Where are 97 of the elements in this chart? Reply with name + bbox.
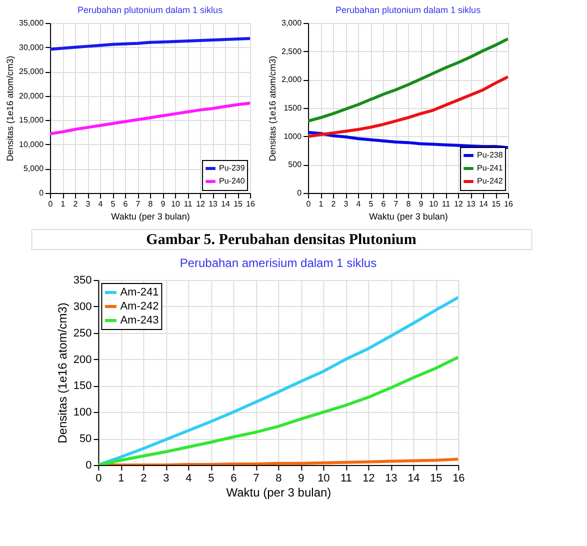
y-tick-label: 35,000 (19, 18, 44, 28)
x-tick-label: 7 (136, 200, 141, 208)
y-tick-label: 15,000 (19, 116, 44, 125)
x-tick-label: 4 (186, 472, 192, 484)
x-tick-label: 14 (408, 472, 420, 484)
line-series (50, 37, 250, 51)
y-tick-label: 200 (73, 354, 92, 366)
x-tick-label: 0 (306, 200, 312, 208)
y-tick-label: 30,000 (19, 42, 44, 52)
chart-title: Perubahan plutonium dalam 1 siklus (335, 5, 482, 15)
x-tick-label: 15 (430, 472, 442, 484)
y-tick-label: 250 (73, 327, 92, 340)
x-tick-label: 2 (73, 200, 78, 208)
x-tick-label: 2 (140, 472, 147, 484)
x-tick-label: 5 (110, 200, 116, 208)
x-tick-label: 0 (96, 472, 102, 484)
x-tick-label: 7 (253, 472, 260, 484)
x-tick-label: 13 (208, 200, 218, 208)
x-tick-label: 2 (331, 200, 336, 208)
x-tick-label: 1 (60, 200, 66, 208)
y-tick-label: 350 (73, 274, 92, 286)
legend-label: Pu-238 (477, 150, 504, 160)
legend-label: Pu-240 (219, 176, 246, 186)
x-tick-label: 12 (196, 200, 206, 208)
y-tick-label: 0 (86, 460, 92, 472)
x-tick-label: 6 (230, 472, 237, 484)
x-tick-label: 10 (171, 200, 181, 208)
x-tick-label: 3 (344, 200, 349, 208)
y-tick-label: 0 (39, 188, 44, 198)
x-tick-label: 4 (98, 200, 104, 208)
x-tick-label: 10 (429, 200, 439, 208)
x-tick-label: 12 (454, 200, 464, 208)
y-tick-label: 2,500 (281, 46, 302, 56)
legend-label: Am-241 (120, 286, 159, 298)
x-tick-label: 11 (442, 200, 451, 208)
x-tick-label: 3 (86, 200, 91, 208)
y-tick-label: 1500 (284, 104, 302, 112)
y-tick-label: 25,000 (19, 67, 44, 76)
y-axis-title: Densitas (1e16 atom/cm3) (268, 56, 278, 162)
x-axis-title: Waktu (per 3 bulan) (226, 486, 332, 500)
chart-title: Perubahan amerisium dalam 1 siklus (180, 256, 377, 270)
y-axis-title: Densitas (1e16 atom/cm3) (5, 56, 16, 162)
x-tick-label: 10 (318, 472, 330, 484)
line-series (50, 102, 250, 136)
x-tick-label: 9 (418, 200, 424, 208)
x-axis-title: Waktu (per 3 bulan) (369, 212, 448, 222)
y-tick-label: 2,000 (281, 75, 302, 84)
x-tick-label: 1 (318, 200, 324, 208)
y-tick-label: 500 (288, 160, 302, 170)
x-tick-label: 8 (406, 200, 412, 208)
x-tick-label: 8 (276, 472, 282, 484)
y-tick-label: 1000 (284, 132, 302, 141)
x-tick-label: 5 (208, 472, 214, 484)
legend-label: Am-242 (120, 300, 159, 312)
x-tick-label: 15 (234, 200, 244, 208)
y-tick-label: 5,000 (23, 164, 44, 174)
x-tick-label: 3 (163, 472, 170, 484)
legend-label: Pu-242 (477, 176, 504, 186)
x-tick-label: 14 (479, 200, 489, 208)
y-tick-label: 3,000 (281, 18, 302, 28)
legend-label: Pu-241 (477, 164, 504, 172)
x-tick-label: 1 (118, 472, 124, 484)
x-tick-label: 16 (246, 200, 256, 208)
legend-label: Pu-239 (219, 164, 246, 172)
x-tick-label: 11 (184, 200, 193, 208)
x-tick-label: 15 (492, 200, 502, 208)
y-tick-label: 50 (79, 433, 92, 446)
x-tick-label: 8 (148, 200, 154, 208)
x-tick-label: 9 (160, 200, 166, 208)
x-tick-label: 16 (504, 200, 514, 208)
x-tick-label: 5 (368, 200, 374, 208)
x-axis-title: Waktu (per 3 bulan) (111, 212, 190, 222)
y-tick-label: 300 (73, 300, 92, 313)
y-tick-label: 0 (297, 188, 302, 198)
legend-label: Am-243 (120, 314, 159, 326)
x-tick-label: 4 (356, 200, 362, 208)
line-series (308, 75, 508, 138)
x-tick-label: 6 (381, 200, 386, 208)
x-tick-label: 13 (466, 200, 476, 208)
x-tick-label: 13 (385, 472, 398, 484)
text: Gambar 5. Perubahan densitas Plutonium (146, 232, 417, 248)
x-tick-label: 11 (340, 472, 352, 484)
chart-title: Perubahan plutonium dalam 1 siklus (77, 5, 224, 15)
line-series (308, 37, 508, 123)
x-tick-label: 0 (48, 200, 54, 208)
y-axis-title: Densitas (1e16 atom/cm3) (55, 302, 70, 444)
y-tick-label: 10,000 (19, 140, 44, 149)
x-tick-label: 14 (221, 200, 231, 208)
x-tick-label: 12 (362, 472, 375, 484)
x-tick-label: 6 (123, 200, 128, 208)
x-tick-label: 7 (394, 200, 399, 208)
x-tick-label: 9 (298, 472, 304, 484)
x-tick-label: 16 (452, 472, 465, 484)
y-tick-label: 150 (73, 380, 92, 392)
y-tick-label: 20,000 (19, 91, 44, 100)
y-tick-label: 100 (73, 406, 92, 419)
line-series (308, 130, 508, 150)
